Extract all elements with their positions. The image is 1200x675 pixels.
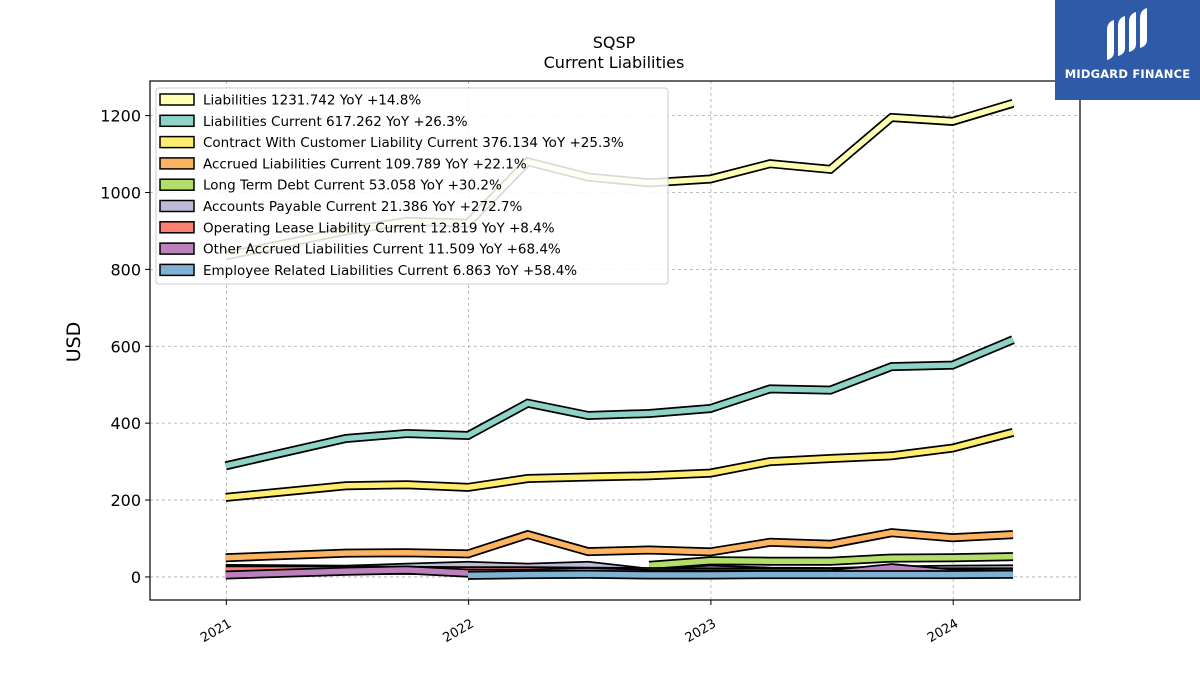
- series-outline: [224, 335, 1015, 471]
- series-line: [467, 571, 1014, 579]
- x-tick-label: 2022: [440, 616, 476, 646]
- series-line: [225, 337, 1015, 469]
- series-line: [648, 553, 1014, 569]
- y-tick-label: 600: [110, 337, 141, 356]
- legend-swatch: [159, 157, 195, 170]
- legend-swatch: [159, 178, 195, 191]
- legend-entry: Liabilities Current 617.262 YoY +26.3%: [203, 114, 468, 130]
- x-tick-label: 2023: [683, 616, 719, 646]
- y-tick-label: 200: [110, 491, 141, 510]
- x-tick-label: 2021: [198, 616, 234, 646]
- series-employee-related-liabilities-current: [467, 569, 1014, 580]
- series-liabilities-current: [224, 335, 1015, 471]
- legend-entry: Operating Lease Liability Current 12.819…: [203, 220, 555, 236]
- series-line: [225, 429, 1014, 501]
- y-tick-label: 800: [110, 260, 141, 279]
- legend-entry: Long Term Debt Current 53.058 YoY +30.2%: [203, 178, 502, 194]
- legend-entry: Liabilities 1231.742 YoY +14.8%: [203, 93, 421, 109]
- legend-swatch: [159, 114, 195, 128]
- legend-swatch: [159, 93, 195, 106]
- series-line: [225, 529, 1014, 561]
- chart-title: SQSP: [593, 33, 636, 52]
- legend-entry: Accounts Payable Current 21.386 YoY +272…: [203, 199, 523, 215]
- legend-entry: Contract With Customer Liability Current…: [203, 135, 624, 151]
- brand-logo: MIDGARD FINANCE: [1055, 0, 1200, 100]
- legend-swatch: [159, 199, 195, 213]
- x-tick-label: 2024: [925, 616, 961, 646]
- legend: Liabilities 1231.742 YoY +14.8% Liabiliti…: [155, 87, 669, 285]
- legend-entry: Employee Related Liabilities Current 6.8…: [203, 263, 577, 279]
- legend-entry: Other Accrued Liabilities Current 11.509…: [203, 242, 561, 258]
- midgard-m-logo-icon: [1107, 8, 1147, 60]
- legend-entry: Accrued Liabilities Current 109.789 YoY …: [203, 156, 527, 172]
- series-accrued-liabilities-current: [225, 528, 1014, 563]
- brand-name: MIDGARD FINANCE: [1064, 67, 1191, 81]
- legend-swatch: [159, 221, 195, 234]
- y-axis-label: USD: [63, 322, 85, 363]
- y-tick-label: 1000: [100, 183, 141, 202]
- legend-swatch: [159, 135, 195, 149]
- legend-box: [155, 87, 669, 285]
- legend-swatch: [159, 263, 195, 277]
- series-long-term-debt-current: [648, 552, 1014, 570]
- y-tick-label: 400: [110, 414, 141, 433]
- plot-frame: [149, 80, 1081, 601]
- chart-subtitle: Current Liabilities: [544, 53, 685, 72]
- series-contract-with-customer-liability-current: [225, 428, 1015, 502]
- y-tick-label: 0: [131, 568, 141, 587]
- y-tick-label: 1200: [100, 107, 141, 126]
- legend-swatch: [159, 242, 195, 255]
